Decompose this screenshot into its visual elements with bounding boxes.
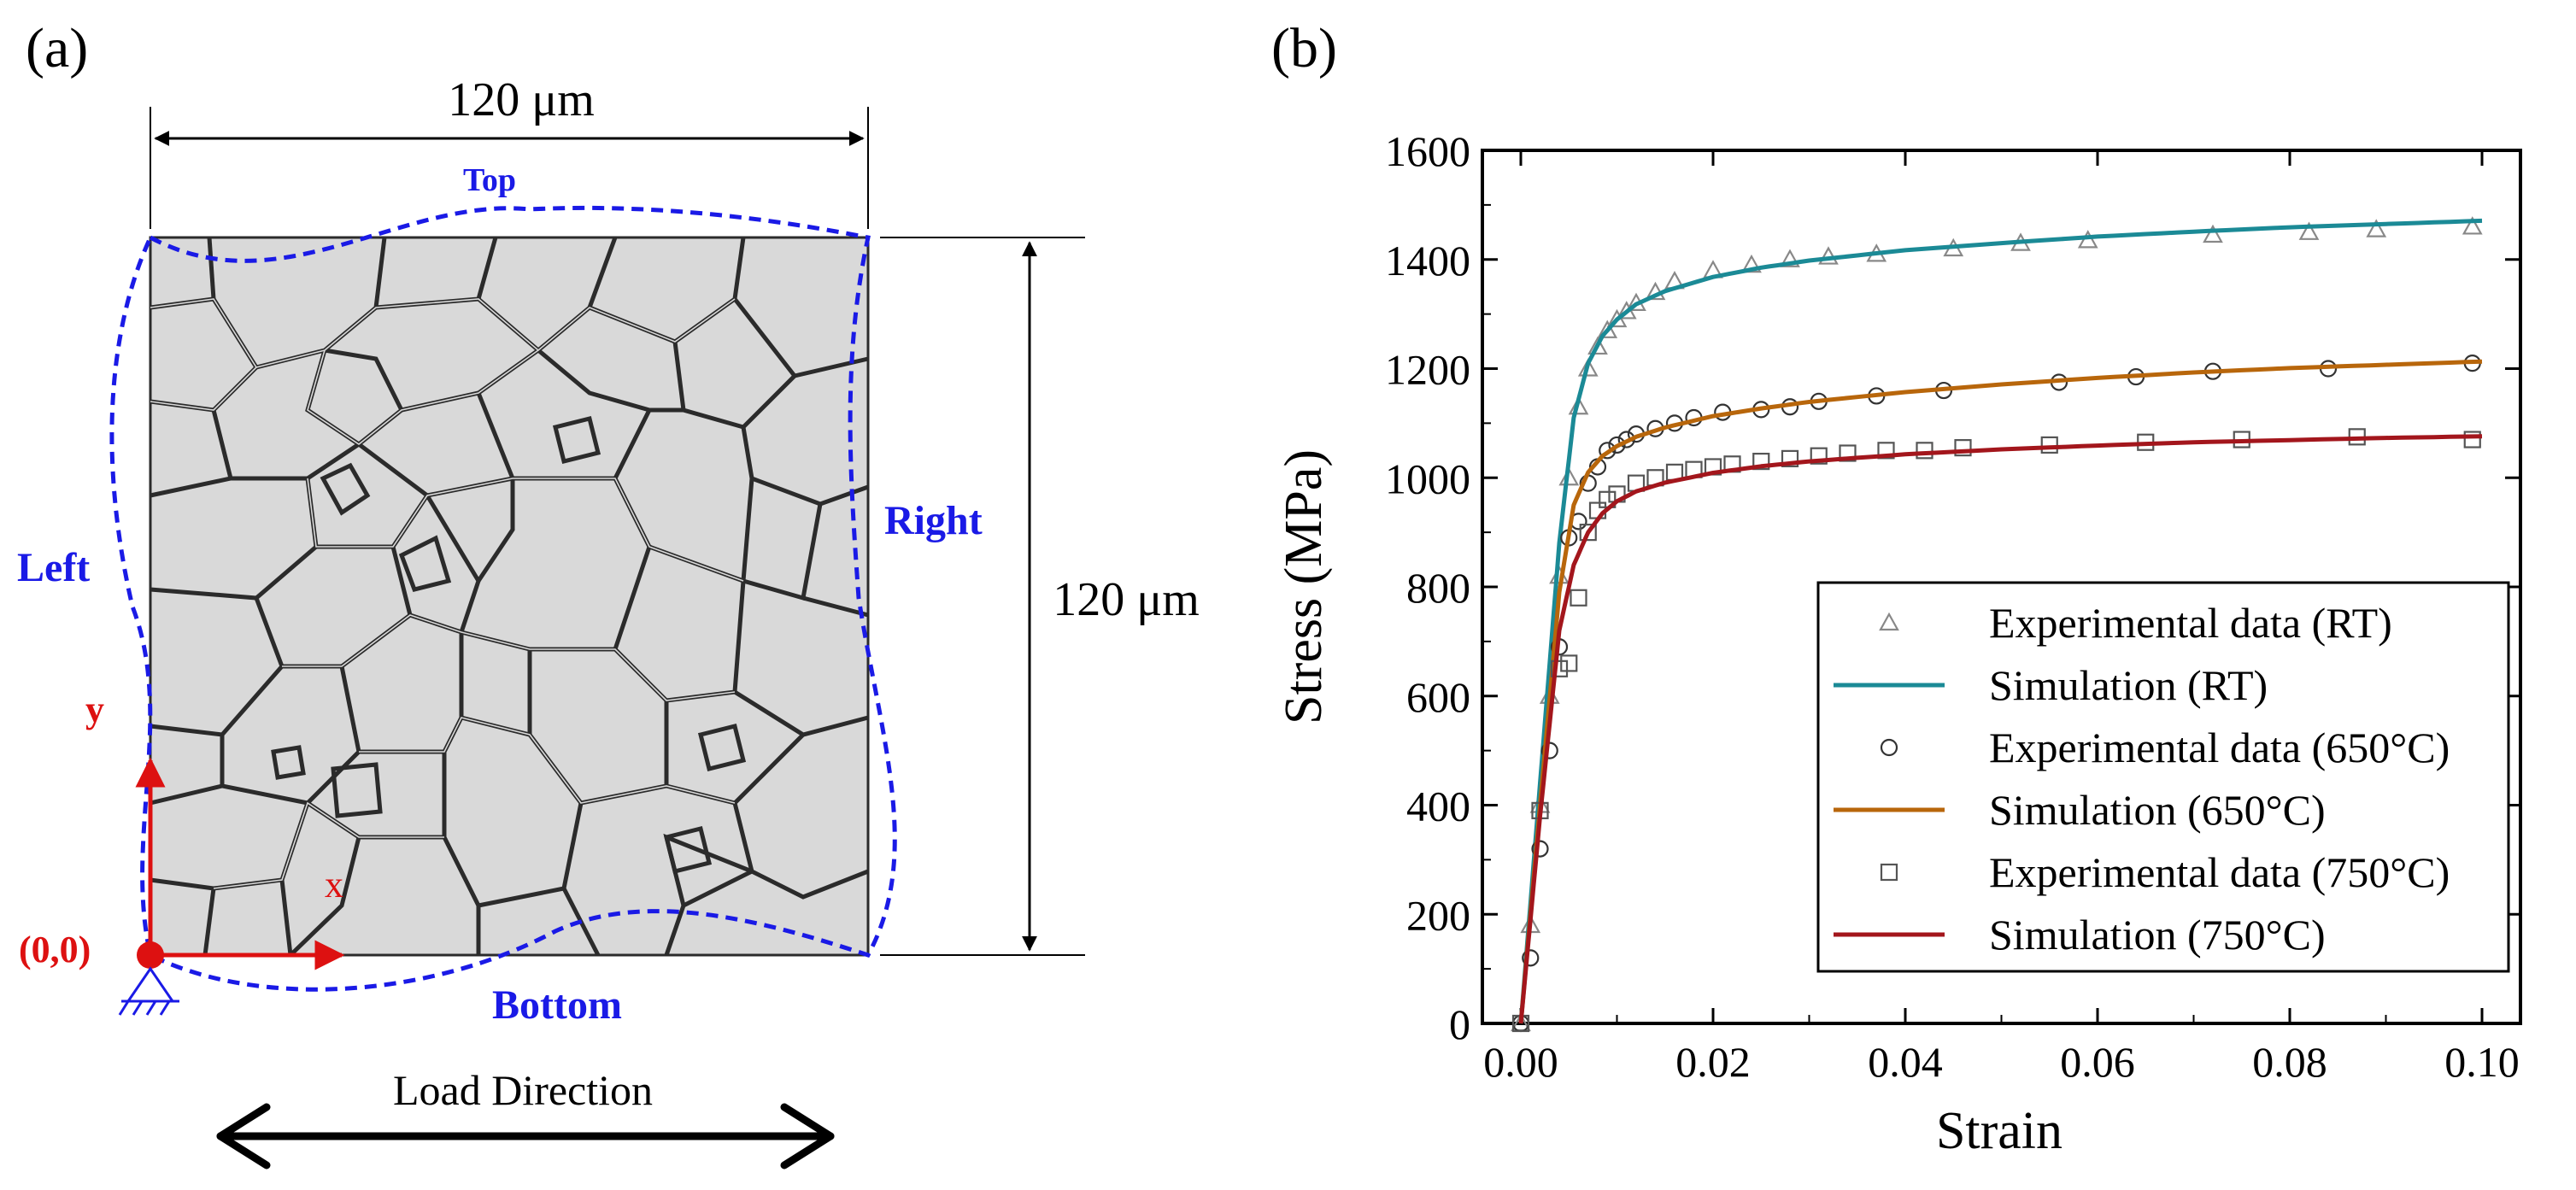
legend-entry-label: Experimental data (RT) (1989, 599, 2392, 647)
data-point-circle (1522, 949, 1540, 967)
data-point-triangle (2298, 221, 2320, 240)
x-tick-label: 0.00 (1483, 1038, 1558, 1086)
edge-label-bottom: Bottom (492, 982, 622, 1028)
data-point-triangle (1568, 396, 1589, 415)
panel-a: (a) (17, 17, 1200, 1169)
edge-label-top: Top (463, 162, 516, 198)
y-tick-label: 1000 (1385, 454, 1470, 502)
data-point-triangle (2462, 216, 2483, 235)
data-point-square (2463, 431, 2481, 448)
legend-box (1816, 581, 2510, 973)
x-ticks: 0.00 0.02 0.04 0.06 0.08 0.10 (1483, 150, 2520, 1086)
legend-entry-label: Experimental data (650°C) (1989, 724, 2450, 771)
data-point-triangle (2366, 219, 2387, 237)
y-tick-label: 400 (1406, 783, 1470, 830)
data-point-square (2040, 436, 2058, 454)
series-line (1518, 218, 2483, 1024)
height-dimension-label: 120 μm (1053, 573, 1200, 626)
data-point-square (1877, 442, 1895, 460)
load-direction-label: Load Direction (393, 1066, 653, 1114)
data-point-triangle (1587, 336, 1608, 355)
origin-point (137, 941, 164, 969)
data-point-triangle (1741, 254, 1762, 273)
legend-items: Experimental data (RT) Simulation (RT) Exp… (1834, 599, 2450, 958)
series-simulation-rt- (1518, 218, 2483, 1024)
y-tick-label: 1400 (1385, 237, 1470, 284)
series-simulation-650-c- (1518, 359, 2483, 1024)
y-ticks: 0 200 400 600 800 1000 1200 1400 1600 (1385, 127, 2520, 1048)
legend-marker-swatch (1879, 612, 1899, 631)
pin-support-icon (118, 966, 179, 1016)
y-axis-label: y (85, 689, 104, 730)
x-tick-label: 0.08 (2252, 1038, 2327, 1086)
data-point-square (1550, 659, 1569, 677)
load-direction-arrow (216, 1103, 835, 1169)
data-point-triangle (1577, 358, 1599, 377)
data-point-square (1781, 449, 1799, 467)
x-axis-title: Strain (1936, 1102, 2063, 1160)
y-tick-label: 600 (1406, 673, 1470, 721)
origin-label: (0,0) (19, 929, 91, 970)
y-tick-label: 1600 (1385, 127, 1470, 175)
y-tick-label: 800 (1406, 564, 1470, 612)
panel-a-label: (a) (26, 17, 88, 79)
legend-entry-label: Simulation (650°C) (1989, 786, 2326, 834)
series-layer (1511, 216, 2483, 1033)
legend: Experimental data (RT) Simulation (RT) Exp… (1816, 581, 2510, 973)
data-point-square (1839, 444, 1857, 462)
series-line (1518, 359, 2483, 1024)
data-point-square (1560, 654, 1578, 672)
edge-label-right: Right (884, 498, 983, 543)
data-point-square (1954, 439, 1972, 457)
data-point-square (1810, 447, 1828, 465)
data-point-square (1752, 452, 1770, 471)
deformed-boundary (109, 205, 897, 992)
x-tick-label: 0.02 (1675, 1038, 1751, 1086)
data-point-square (1916, 442, 1933, 460)
x-tick-label: 0.10 (2444, 1038, 2520, 1086)
y-tick-label: 1200 (1385, 346, 1470, 394)
data-point-square (1570, 589, 1587, 607)
data-point-square (1579, 524, 1597, 542)
data-point-triangle (2203, 224, 2223, 243)
x-tick-label: 0.06 (2060, 1038, 2135, 1086)
data-point-circle (1608, 436, 1626, 454)
y-axis-title: Stress (MPa) (1275, 449, 1333, 724)
data-point-circle (1531, 840, 1549, 858)
series-simulation-750-c- (1518, 434, 2483, 1024)
legend-entry-label: Experimental data (750°C) (1989, 848, 2450, 896)
legend-entry-label: Simulation (750°C) (1989, 911, 2326, 958)
edge-label-left: Left (17, 545, 90, 590)
x-axis-label: x (325, 864, 343, 906)
data-point-circle (1599, 442, 1617, 460)
data-point-triangle (1558, 466, 1580, 486)
legend-entry-label: Simulation (RT) (1989, 661, 2268, 709)
panel-b-label: (b) (1271, 17, 1337, 79)
legend-marker-swatch (1880, 738, 1898, 757)
y-tick-label: 0 (1449, 1000, 1470, 1048)
legend-marker-swatch (1880, 863, 1898, 882)
y-tick-label: 200 (1406, 891, 1470, 939)
grain-domain (149, 236, 870, 957)
series-line (1518, 434, 2483, 1024)
width-dimension-label: 120 μm (448, 73, 595, 126)
data-point-triangle (1780, 249, 1800, 267)
x-tick-label: 0.04 (1868, 1038, 1943, 1086)
data-point-triangle (1597, 319, 1618, 338)
